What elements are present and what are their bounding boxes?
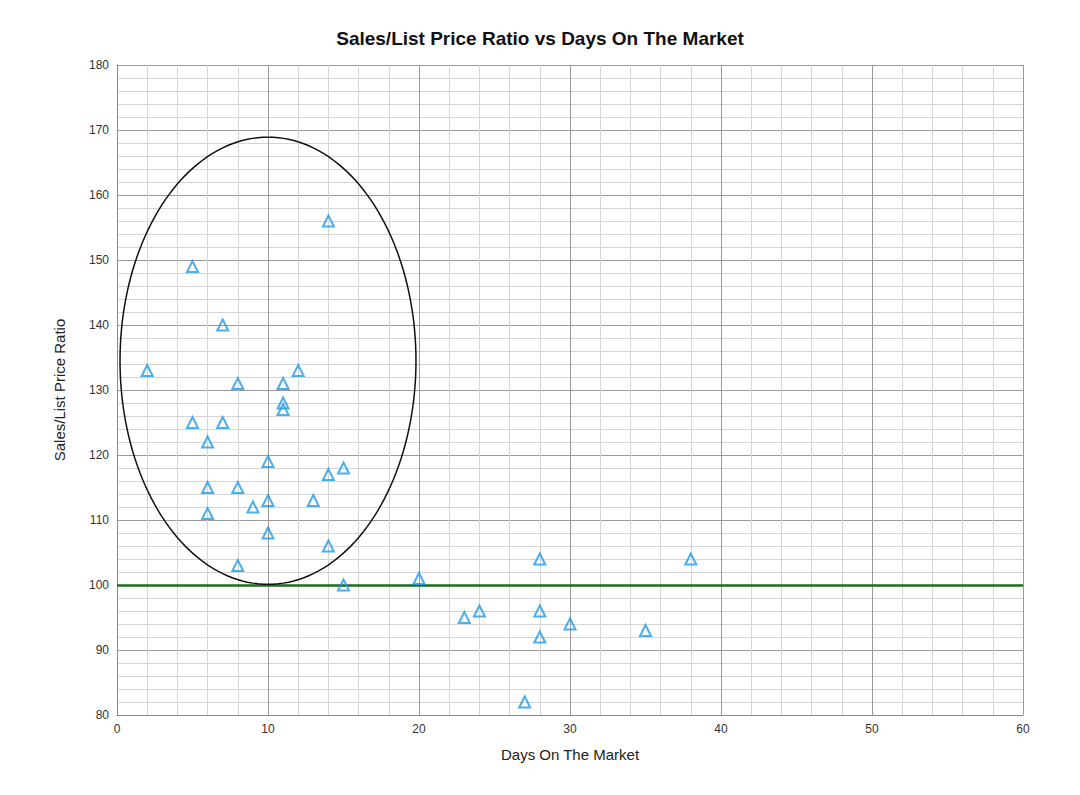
svg-text:0: 0 [114,722,121,736]
svg-text:Days On The Market: Days On The Market [501,746,640,763]
svg-text:Sales/List Price Ratio vs Days: Sales/List Price Ratio vs Days On The Ma… [336,28,744,49]
svg-text:60: 60 [1016,722,1030,736]
svg-text:160: 160 [89,188,109,202]
svg-text:130: 130 [89,383,109,397]
svg-text:180: 180 [89,58,109,72]
svg-text:30: 30 [563,722,577,736]
svg-text:50: 50 [865,722,879,736]
svg-text:120: 120 [89,448,109,462]
svg-text:Sales/List Price Ratio: Sales/List Price Ratio [51,319,68,462]
svg-text:20: 20 [412,722,426,736]
svg-text:40: 40 [714,722,728,736]
svg-text:10: 10 [261,722,275,736]
svg-text:140: 140 [89,318,109,332]
svg-text:90: 90 [96,643,110,657]
svg-text:80: 80 [96,708,110,722]
svg-text:170: 170 [89,123,109,137]
svg-text:110: 110 [90,513,109,527]
svg-text:150: 150 [89,253,109,267]
svg-text:100: 100 [89,578,109,592]
